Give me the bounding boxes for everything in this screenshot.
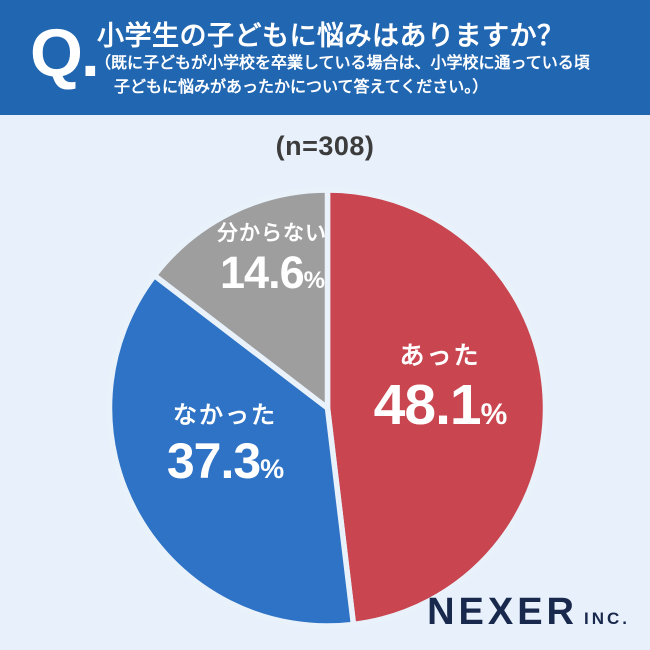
question-title: 小学生の子どもに悩みはありますか？	[97, 21, 565, 51]
brand-name: NEXER	[427, 591, 578, 633]
slice-value: 37.3%	[166, 433, 284, 489]
percent-sign: %	[480, 398, 508, 431]
question-subtitle-line2: 子どもに悩みがあったかについて答えてください。）	[114, 79, 489, 96]
pie-slice-2	[151, 187, 331, 411]
slice-label-wakaranai: 分からない 14.6%	[182, 221, 362, 295]
question-subtitle: （既に子どもが小学校を卒業している場合は、小学校に通っている頃 子どもに悩みがあ…	[95, 52, 640, 100]
slice-value: 14.6%	[220, 247, 325, 298]
slice-label-nakatta: なかった 37.3%	[125, 402, 325, 486]
percent-sign: %	[260, 454, 284, 484]
brand-logo: NEXER INC.	[427, 591, 630, 634]
pie-slice-0	[324, 187, 549, 628]
brand-suffix: INC.	[584, 609, 630, 628]
percent-sign: %	[303, 267, 325, 294]
pie-slice-1	[106, 272, 357, 629]
q-mark: Q.	[30, 15, 100, 91]
slice-name: 分からない	[217, 222, 327, 245]
slice-value: 48.1%	[373, 373, 508, 437]
slice-label-atta: あった 48.1%	[340, 341, 540, 434]
slice-name: あった	[399, 342, 481, 370]
question-subtitle-line1: （既に子どもが小学校を卒業している場合は、小学校に通っている頃	[95, 55, 590, 72]
sample-size-label: (n=308)	[275, 131, 375, 161]
question-header: Q. 小学生の子どもに悩みはありますか？ （既に子どもが小学校を卒業している場合…	[0, 0, 650, 115]
slice-name: なかった	[173, 402, 277, 429]
